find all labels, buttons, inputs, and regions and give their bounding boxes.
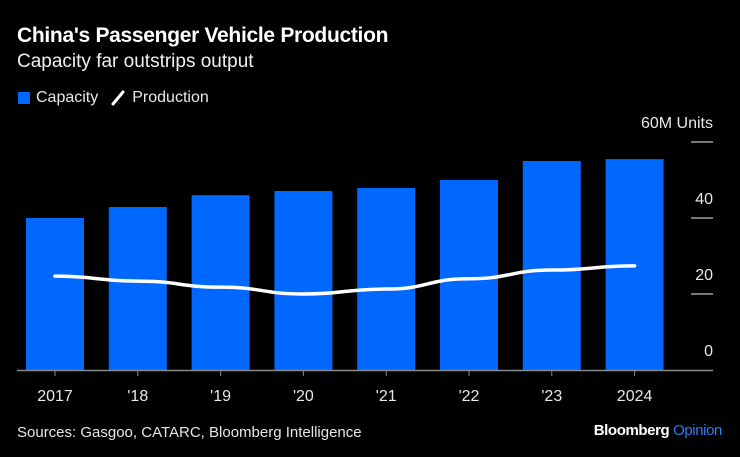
capacity-swatch-icon	[18, 92, 30, 104]
legend: Capacity Production	[18, 89, 209, 107]
x-axis	[17, 369, 713, 376]
x-tick-label-3: '20	[293, 388, 314, 405]
x-tick-label-1: '18	[127, 388, 148, 405]
production-line-swatch-icon	[111, 90, 125, 106]
x-tick-label-4: '21	[376, 388, 397, 405]
legend-label-production: Production	[132, 89, 209, 106]
chart-subtitle: Capacity far outstrips output	[17, 51, 254, 72]
legend-label-capacity: Capacity	[36, 89, 99, 106]
bar-series-capacity	[26, 159, 664, 370]
x-tick-label-6: '23	[541, 388, 562, 405]
line-series-production	[53, 264, 637, 296]
y-tick-label-1: 20	[695, 267, 713, 284]
bar-capacity-1	[108, 206, 167, 370]
bar-capacity-4	[357, 187, 416, 370]
x-tick-label-7: 2024	[617, 388, 653, 405]
chart-title: China's Passenger Vehicle Production	[17, 24, 389, 47]
brand-logo: Bloomberg Opinion	[593, 422, 723, 439]
brand-accent: Opinion	[673, 422, 722, 439]
y-tick-label-2: 40	[695, 191, 713, 208]
y-tick-label-0: 0	[704, 343, 713, 360]
brand-main: Bloomberg	[593, 422, 670, 439]
bar-capacity-5	[440, 180, 498, 370]
x-tick-label-5: '22	[459, 388, 480, 405]
bar-capacity-3	[274, 191, 333, 370]
bar-capacity-2	[191, 195, 250, 370]
source-note: Sources: Gasgoo, CATARC, Bloomberg Intel…	[17, 424, 362, 441]
x-axis-labels: 2017 '18 '19 '20 '21 '22 '23 2024	[37, 388, 652, 405]
y-axis: 0 20 40 60M Units	[641, 115, 713, 360]
bar-capacity-6	[522, 161, 581, 370]
x-tick-label-2: '19	[210, 388, 231, 405]
y-tick-label-3: 60M Units	[641, 115, 713, 132]
production-line	[53, 264, 637, 296]
bar-capacity-0	[26, 218, 84, 370]
x-tick-label-0: 2017	[37, 388, 73, 405]
